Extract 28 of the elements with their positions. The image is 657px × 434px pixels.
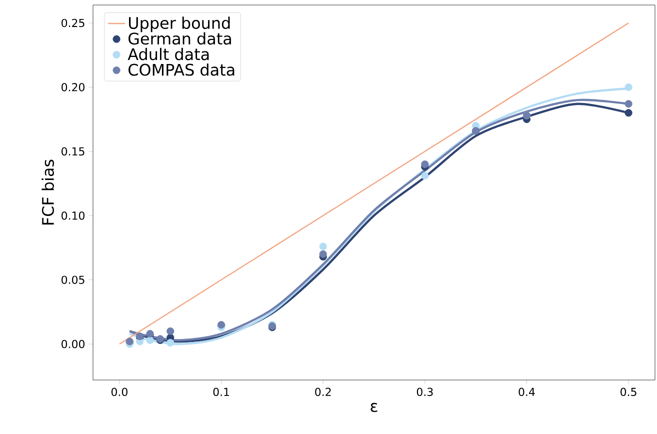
x-tick-label: 0.4 bbox=[518, 388, 535, 396]
y-tick-label: 0.05 bbox=[62, 276, 84, 284]
legend-label: Upper bound bbox=[129, 16, 230, 32]
y-tick-label: 0.25 bbox=[62, 18, 84, 28]
y-tick-label: 0.15 bbox=[62, 147, 84, 156]
x-tick-label: 0.0 bbox=[111, 388, 128, 396]
legend-label: COMPAS data bbox=[128, 63, 234, 76]
point bbox=[624, 83, 632, 91]
legend-label: Adult data bbox=[128, 48, 209, 60]
x-tick-label: 0.3 bbox=[416, 388, 433, 396]
legend-label: German data bbox=[128, 32, 231, 45]
point bbox=[421, 160, 429, 168]
y-tick-label: 0.00 bbox=[62, 340, 84, 348]
x-tick-label: 0.2 bbox=[315, 388, 331, 396]
x-tick-label: 0.5 bbox=[620, 388, 636, 396]
y-tick-label: 0.10 bbox=[62, 211, 84, 220]
point bbox=[146, 336, 154, 344]
x-axis-title: ε bbox=[370, 402, 378, 412]
point bbox=[319, 242, 327, 250]
point bbox=[319, 250, 327, 258]
point bbox=[166, 338, 174, 347]
point bbox=[166, 327, 174, 335]
x-tick-label: 0.1 bbox=[213, 388, 229, 396]
point bbox=[624, 100, 632, 108]
point bbox=[624, 109, 632, 117]
point bbox=[421, 172, 429, 180]
y-tick-label: 0.20 bbox=[62, 83, 84, 92]
y-axis-title: FCF bias bbox=[42, 160, 54, 225]
